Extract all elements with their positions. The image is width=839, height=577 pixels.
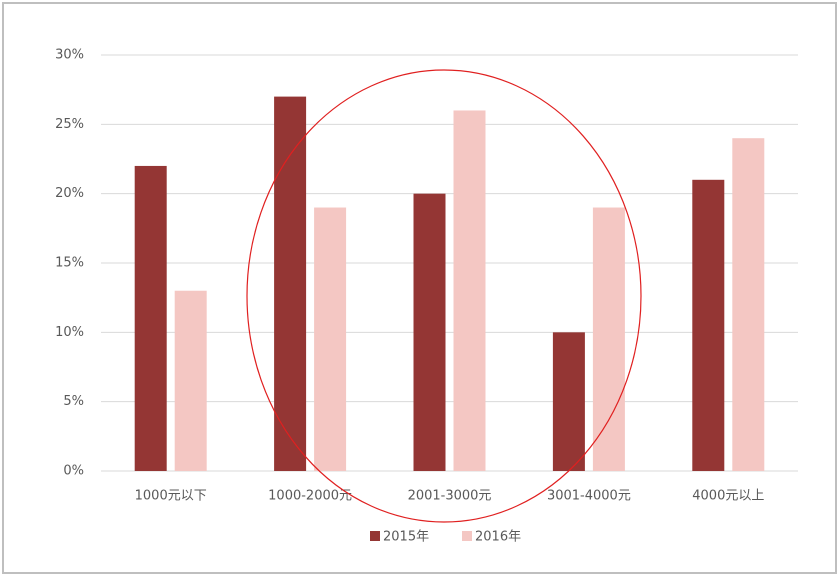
y-tick-label: 25% <box>55 117 84 132</box>
bar <box>134 165 167 471</box>
bar <box>732 138 765 471</box>
x-tick-label: 1000元以下 <box>135 489 207 504</box>
legend-swatch <box>370 531 380 541</box>
x-tick-label: 3001-4000元 <box>547 489 631 504</box>
bar <box>314 207 347 472</box>
bar <box>592 207 625 472</box>
bar <box>174 290 207 471</box>
bar <box>413 193 446 471</box>
plot-area: 0% 5% 10% 15% 20% 25% 30% 1000元以下 1000-2000元 2001… <box>55 48 798 545</box>
bar <box>453 110 486 471</box>
y-tick-label: 0% <box>63 464 84 479</box>
legend-label: 2015年 <box>383 530 429 545</box>
x-tick-label: 4000元以上 <box>692 489 764 504</box>
y-tick-label: 15% <box>55 256 84 271</box>
bar <box>692 179 725 472</box>
y-tick-label: 5% <box>63 394 84 409</box>
highlight-ellipse <box>246 69 642 523</box>
x-tick-label: 1000-2000元 <box>268 489 352 504</box>
legend-label: 2016年 <box>475 530 521 545</box>
legend-swatch <box>462 531 472 541</box>
bar <box>274 96 307 471</box>
y-tick-label: 10% <box>55 325 84 340</box>
x-tick-label: 2001-3000元 <box>408 489 492 504</box>
y-tick-label: 30% <box>55 48 84 63</box>
y-tick-label: 20% <box>55 186 84 201</box>
bar <box>552 332 585 471</box>
